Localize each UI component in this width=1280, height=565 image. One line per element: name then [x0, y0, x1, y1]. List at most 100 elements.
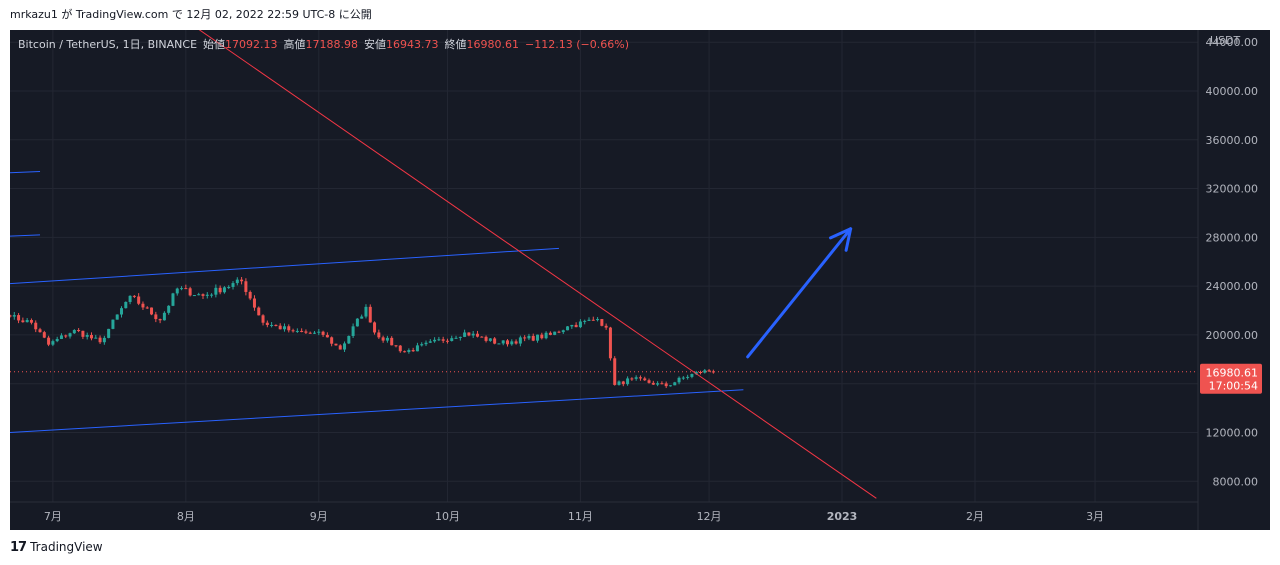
candle-body	[463, 332, 467, 337]
price-chart[interactable]: USDT8000.0012000.0016000.0020000.0024000…	[10, 30, 1270, 530]
candle-body	[282, 326, 286, 330]
candle-body	[304, 331, 308, 333]
candle-body	[390, 337, 394, 346]
candle-body	[115, 314, 119, 320]
symbol-title[interactable]: Bitcoin / TetherUS, 1日, BINANCE	[18, 38, 198, 51]
time-tick-label: 2月	[966, 510, 984, 523]
close-value: 16980.61	[466, 37, 520, 51]
candle-body	[132, 295, 136, 297]
high-value: 17188.98	[305, 37, 359, 51]
candle-body	[385, 337, 389, 341]
brand-name: TradingView	[30, 540, 103, 554]
publish-info-text: mrkazu1 が TradingView.com で 12月 02, 2022…	[10, 8, 372, 21]
time-tick-label: 12月	[697, 510, 722, 523]
candle-body	[188, 288, 192, 296]
candle-body	[557, 331, 561, 333]
candle-body	[398, 345, 402, 352]
candle-body	[313, 332, 317, 334]
candle-body	[89, 335, 93, 339]
candle-body	[591, 319, 595, 321]
candle-body	[124, 301, 128, 309]
candle-body	[47, 337, 51, 345]
low-label: 安値	[364, 38, 387, 51]
low-value: 16943.73	[386, 37, 439, 51]
candle-body	[201, 294, 205, 296]
candle-body	[445, 340, 449, 342]
candle-body	[428, 341, 432, 343]
descending-trendline	[198, 30, 877, 499]
candle-body	[68, 333, 72, 337]
candle-body	[308, 332, 312, 334]
candle-body	[167, 305, 171, 313]
candle-body	[150, 307, 154, 315]
candle-body	[10, 315, 12, 317]
candle-body	[664, 383, 668, 387]
candle-body	[566, 326, 570, 331]
candle-body	[711, 371, 715, 373]
candle-body	[59, 335, 63, 339]
candle-body	[12, 315, 16, 317]
candle-body	[441, 339, 445, 341]
candle-body	[681, 377, 685, 379]
candle-body	[617, 381, 621, 385]
footer-brand[interactable]: 17 TradingView	[10, 537, 103, 557]
candle-body	[334, 343, 338, 346]
candle-body	[651, 382, 655, 385]
candle-body	[261, 315, 265, 323]
open-label: 始値	[203, 38, 226, 51]
lower-channel-line	[10, 389, 744, 433]
candle-body	[192, 295, 196, 297]
candle-body	[295, 330, 299, 332]
price-tick-label: 32000.00	[1206, 183, 1259, 196]
price-tick-label: 44000.00	[1206, 36, 1259, 49]
candle-body	[72, 330, 76, 334]
candle-body	[34, 322, 38, 330]
candle-body	[38, 329, 42, 333]
candle-body	[381, 337, 385, 341]
candle-body	[638, 377, 642, 379]
tradingview-logo-icon: 17	[10, 539, 27, 555]
candle-body	[488, 338, 492, 341]
last-price-label: 16980.61	[1206, 367, 1259, 380]
candle-body	[570, 324, 574, 327]
candle-body	[17, 315, 21, 321]
candle-body	[506, 340, 510, 345]
candle-body	[175, 288, 179, 294]
candle-body	[501, 340, 505, 344]
candle-body	[141, 303, 145, 308]
candle-body	[343, 343, 347, 350]
price-tick-label: 28000.00	[1206, 231, 1259, 244]
candle-body	[158, 319, 162, 321]
channel-stub-line	[10, 234, 41, 237]
candle-body	[694, 371, 698, 375]
chart-background	[10, 30, 1270, 530]
candle-body	[574, 324, 578, 328]
chart-panel[interactable]: USDT8000.0012000.0016000.0020000.0024000…	[10, 30, 1270, 530]
candle-body	[364, 306, 368, 317]
candle-body	[145, 307, 149, 309]
price-tick-label: 8000.00	[1213, 475, 1259, 488]
candle-body	[600, 319, 604, 326]
candle-body	[128, 295, 132, 302]
candle-body	[270, 324, 274, 326]
candle-body	[180, 288, 184, 290]
last-price-tag	[1200, 363, 1262, 394]
candle-body	[64, 335, 68, 337]
candle-body	[25, 320, 29, 323]
candle-body	[338, 345, 342, 350]
candle-body	[222, 287, 226, 293]
publish-info-bar: mrkazu1 が TradingView.com で 12月 02, 2022…	[0, 0, 1280, 30]
candle-body	[85, 335, 89, 337]
candle-body	[673, 382, 677, 386]
candle-body	[291, 330, 295, 332]
candle-body	[514, 341, 518, 344]
time-tick-label: 10月	[435, 510, 460, 523]
candle-body	[475, 333, 479, 337]
candle-body	[437, 339, 441, 341]
candle-body	[55, 338, 59, 342]
candle-body	[578, 321, 582, 328]
candle-body	[698, 371, 702, 373]
candle-body	[634, 377, 638, 379]
candle-body	[42, 332, 46, 338]
forecast-arrow	[746, 227, 853, 359]
